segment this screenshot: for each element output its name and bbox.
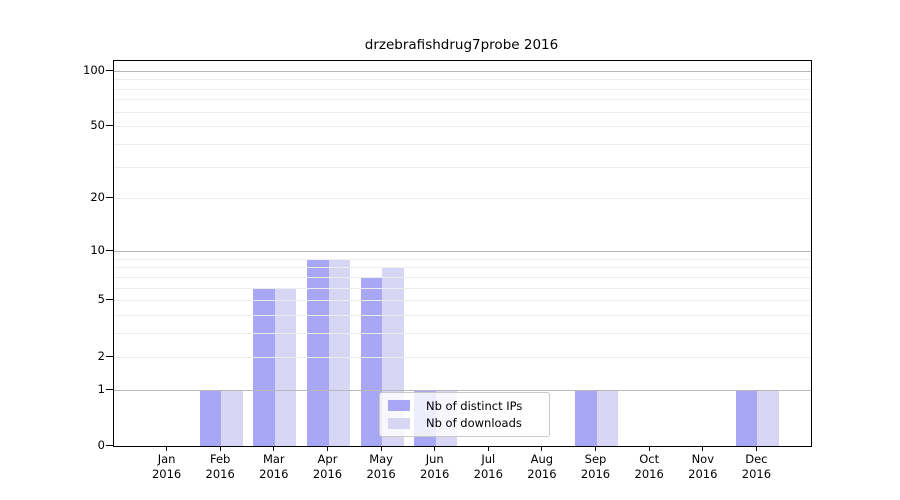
gridline-20 bbox=[114, 198, 811, 200]
gridline-1 bbox=[114, 389, 811, 391]
bar-downloads-feb bbox=[221, 389, 243, 446]
plot-area bbox=[113, 60, 812, 447]
x-tick-mark bbox=[487, 446, 489, 451]
x-tick-mark bbox=[702, 446, 704, 451]
y-tick-mark bbox=[106, 445, 113, 446]
y-tick-mark bbox=[106, 125, 113, 127]
y-tick-label: 100 bbox=[83, 62, 105, 77]
legend-item: Nb of downloads bbox=[388, 415, 541, 433]
x-tick-label-oct: Oct 2016 bbox=[634, 452, 664, 481]
gridline-70 bbox=[114, 99, 811, 101]
bar-downloads-dec bbox=[757, 389, 779, 446]
x-tick-label-jan: Jan 2016 bbox=[151, 452, 182, 481]
legend-swatch-downloads bbox=[388, 417, 410, 429]
x-tick-label-may: May 2016 bbox=[366, 452, 396, 481]
bar-distinct-ips-feb bbox=[199, 389, 222, 446]
y-tick-mark bbox=[106, 355, 113, 357]
x-tick-mark bbox=[219, 446, 221, 451]
bar-distinct-ips-mar bbox=[253, 287, 275, 446]
y-tick-label: 2 bbox=[97, 348, 105, 363]
x-tick-mark bbox=[273, 446, 275, 451]
gridline-6 bbox=[114, 287, 811, 289]
bar-distinct-ips-apr bbox=[307, 258, 329, 446]
y-tick-label: 50 bbox=[90, 118, 105, 133]
x-tick-mark bbox=[595, 446, 596, 451]
bar-distinct-ips-may bbox=[360, 276, 383, 446]
gridline-2 bbox=[114, 356, 811, 358]
gridline-9 bbox=[114, 258, 811, 260]
x-tick-label-jun: Jun 2016 bbox=[420, 452, 450, 481]
bar-downloads-mar bbox=[274, 287, 297, 446]
bar-downloads-apr bbox=[328, 258, 350, 446]
x-tick-label-mar: Mar 2016 bbox=[259, 452, 289, 481]
y-tick-mark bbox=[106, 388, 113, 390]
gridline-30 bbox=[114, 166, 811, 168]
x-tick-mark bbox=[434, 446, 436, 451]
y-tick-label: 5 bbox=[97, 292, 105, 307]
x-tick-label-apr: Apr 2016 bbox=[312, 452, 343, 481]
chart-title: drzebrafishdrug7probe 2016 bbox=[364, 37, 559, 53]
gridline-50 bbox=[114, 126, 811, 128]
x-tick-mark bbox=[755, 446, 757, 451]
gridline-5 bbox=[114, 300, 811, 302]
gridline-80 bbox=[114, 88, 811, 90]
x-tick-mark bbox=[541, 446, 543, 451]
x-tick-label-jul: Jul 2016 bbox=[473, 452, 503, 481]
x-tick-mark bbox=[380, 446, 382, 451]
bar-downloads-sep bbox=[596, 389, 618, 446]
gridline-3 bbox=[114, 333, 811, 335]
y-tick-label: 20 bbox=[90, 190, 105, 205]
legend-label: Nb of downloads bbox=[426, 416, 522, 431]
x-tick-mark bbox=[648, 446, 650, 451]
y-tick-mark bbox=[106, 197, 113, 199]
y-tick-label: 10 bbox=[90, 242, 105, 257]
gridline-40 bbox=[114, 143, 811, 145]
x-tick-mark bbox=[327, 446, 328, 451]
legend: Nb of distinct IPs Nb of downloads bbox=[379, 392, 550, 437]
gridline-7 bbox=[114, 276, 811, 278]
y-tick-mark bbox=[106, 249, 113, 251]
gridline-60 bbox=[114, 111, 811, 113]
x-tick-label-dec: Dec 2016 bbox=[741, 452, 772, 481]
gridline-100 bbox=[114, 70, 811, 72]
gridline-90 bbox=[114, 79, 811, 81]
legend-label: Nb of distinct IPs bbox=[426, 398, 523, 413]
x-tick-mark bbox=[166, 446, 168, 451]
legend-swatch-distinct-ips bbox=[388, 400, 410, 412]
x-tick-label-feb: Feb 2016 bbox=[205, 452, 235, 481]
y-tick-label: 1 bbox=[97, 381, 105, 396]
gridline-4 bbox=[114, 315, 811, 317]
x-tick-label-sep: Sep 2016 bbox=[580, 452, 611, 481]
gridline-10 bbox=[114, 250, 811, 252]
gridline-8 bbox=[114, 267, 811, 269]
y-tick-mark bbox=[106, 299, 113, 301]
bar-distinct-ips-sep bbox=[575, 389, 597, 446]
x-tick-label-aug: Aug 2016 bbox=[527, 452, 557, 481]
y-tick-mark bbox=[106, 69, 113, 71]
x-tick-label-nov: Nov 2016 bbox=[688, 452, 718, 481]
y-tick-label: 0 bbox=[97, 438, 105, 452]
bar-distinct-ips-dec bbox=[735, 389, 758, 446]
legend-item: Nb of distinct IPs bbox=[388, 397, 541, 415]
